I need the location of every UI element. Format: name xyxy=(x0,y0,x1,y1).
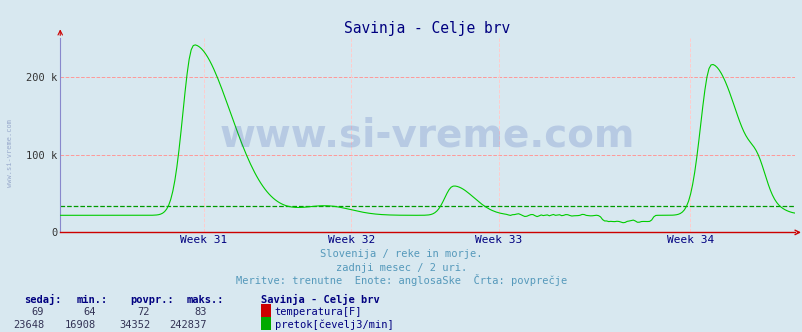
Text: 242837: 242837 xyxy=(169,320,207,330)
Text: 23648: 23648 xyxy=(13,320,44,330)
Text: maks.:: maks.: xyxy=(187,295,225,305)
Text: Slovenija / reke in morje.: Slovenija / reke in morje. xyxy=(320,249,482,259)
Text: www.si-vreme.com: www.si-vreme.com xyxy=(7,119,14,187)
Text: povpr.:: povpr.: xyxy=(130,295,173,305)
Text: zadnji mesec / 2 uri.: zadnji mesec / 2 uri. xyxy=(335,263,467,273)
Title: Savinja - Celje brv: Savinja - Celje brv xyxy=(344,21,510,36)
Text: 69: 69 xyxy=(31,307,44,317)
Text: pretok[čevelj3/min]: pretok[čevelj3/min] xyxy=(274,319,393,330)
Text: 34352: 34352 xyxy=(119,320,150,330)
Text: sedaj:: sedaj: xyxy=(24,294,62,305)
Text: temperatura[F]: temperatura[F] xyxy=(274,307,362,317)
Text: 64: 64 xyxy=(83,307,96,317)
Text: 72: 72 xyxy=(137,307,150,317)
Text: 83: 83 xyxy=(194,307,207,317)
Text: Savinja - Celje brv: Savinja - Celje brv xyxy=(261,294,379,305)
Text: 16908: 16908 xyxy=(65,320,96,330)
Text: min.:: min.: xyxy=(76,295,107,305)
Text: www.si-vreme.com: www.si-vreme.com xyxy=(220,116,634,154)
Text: Meritve: trenutne  Enote: anglosaSke  Črta: povprečje: Meritve: trenutne Enote: anglosaSke Črta… xyxy=(236,274,566,286)
